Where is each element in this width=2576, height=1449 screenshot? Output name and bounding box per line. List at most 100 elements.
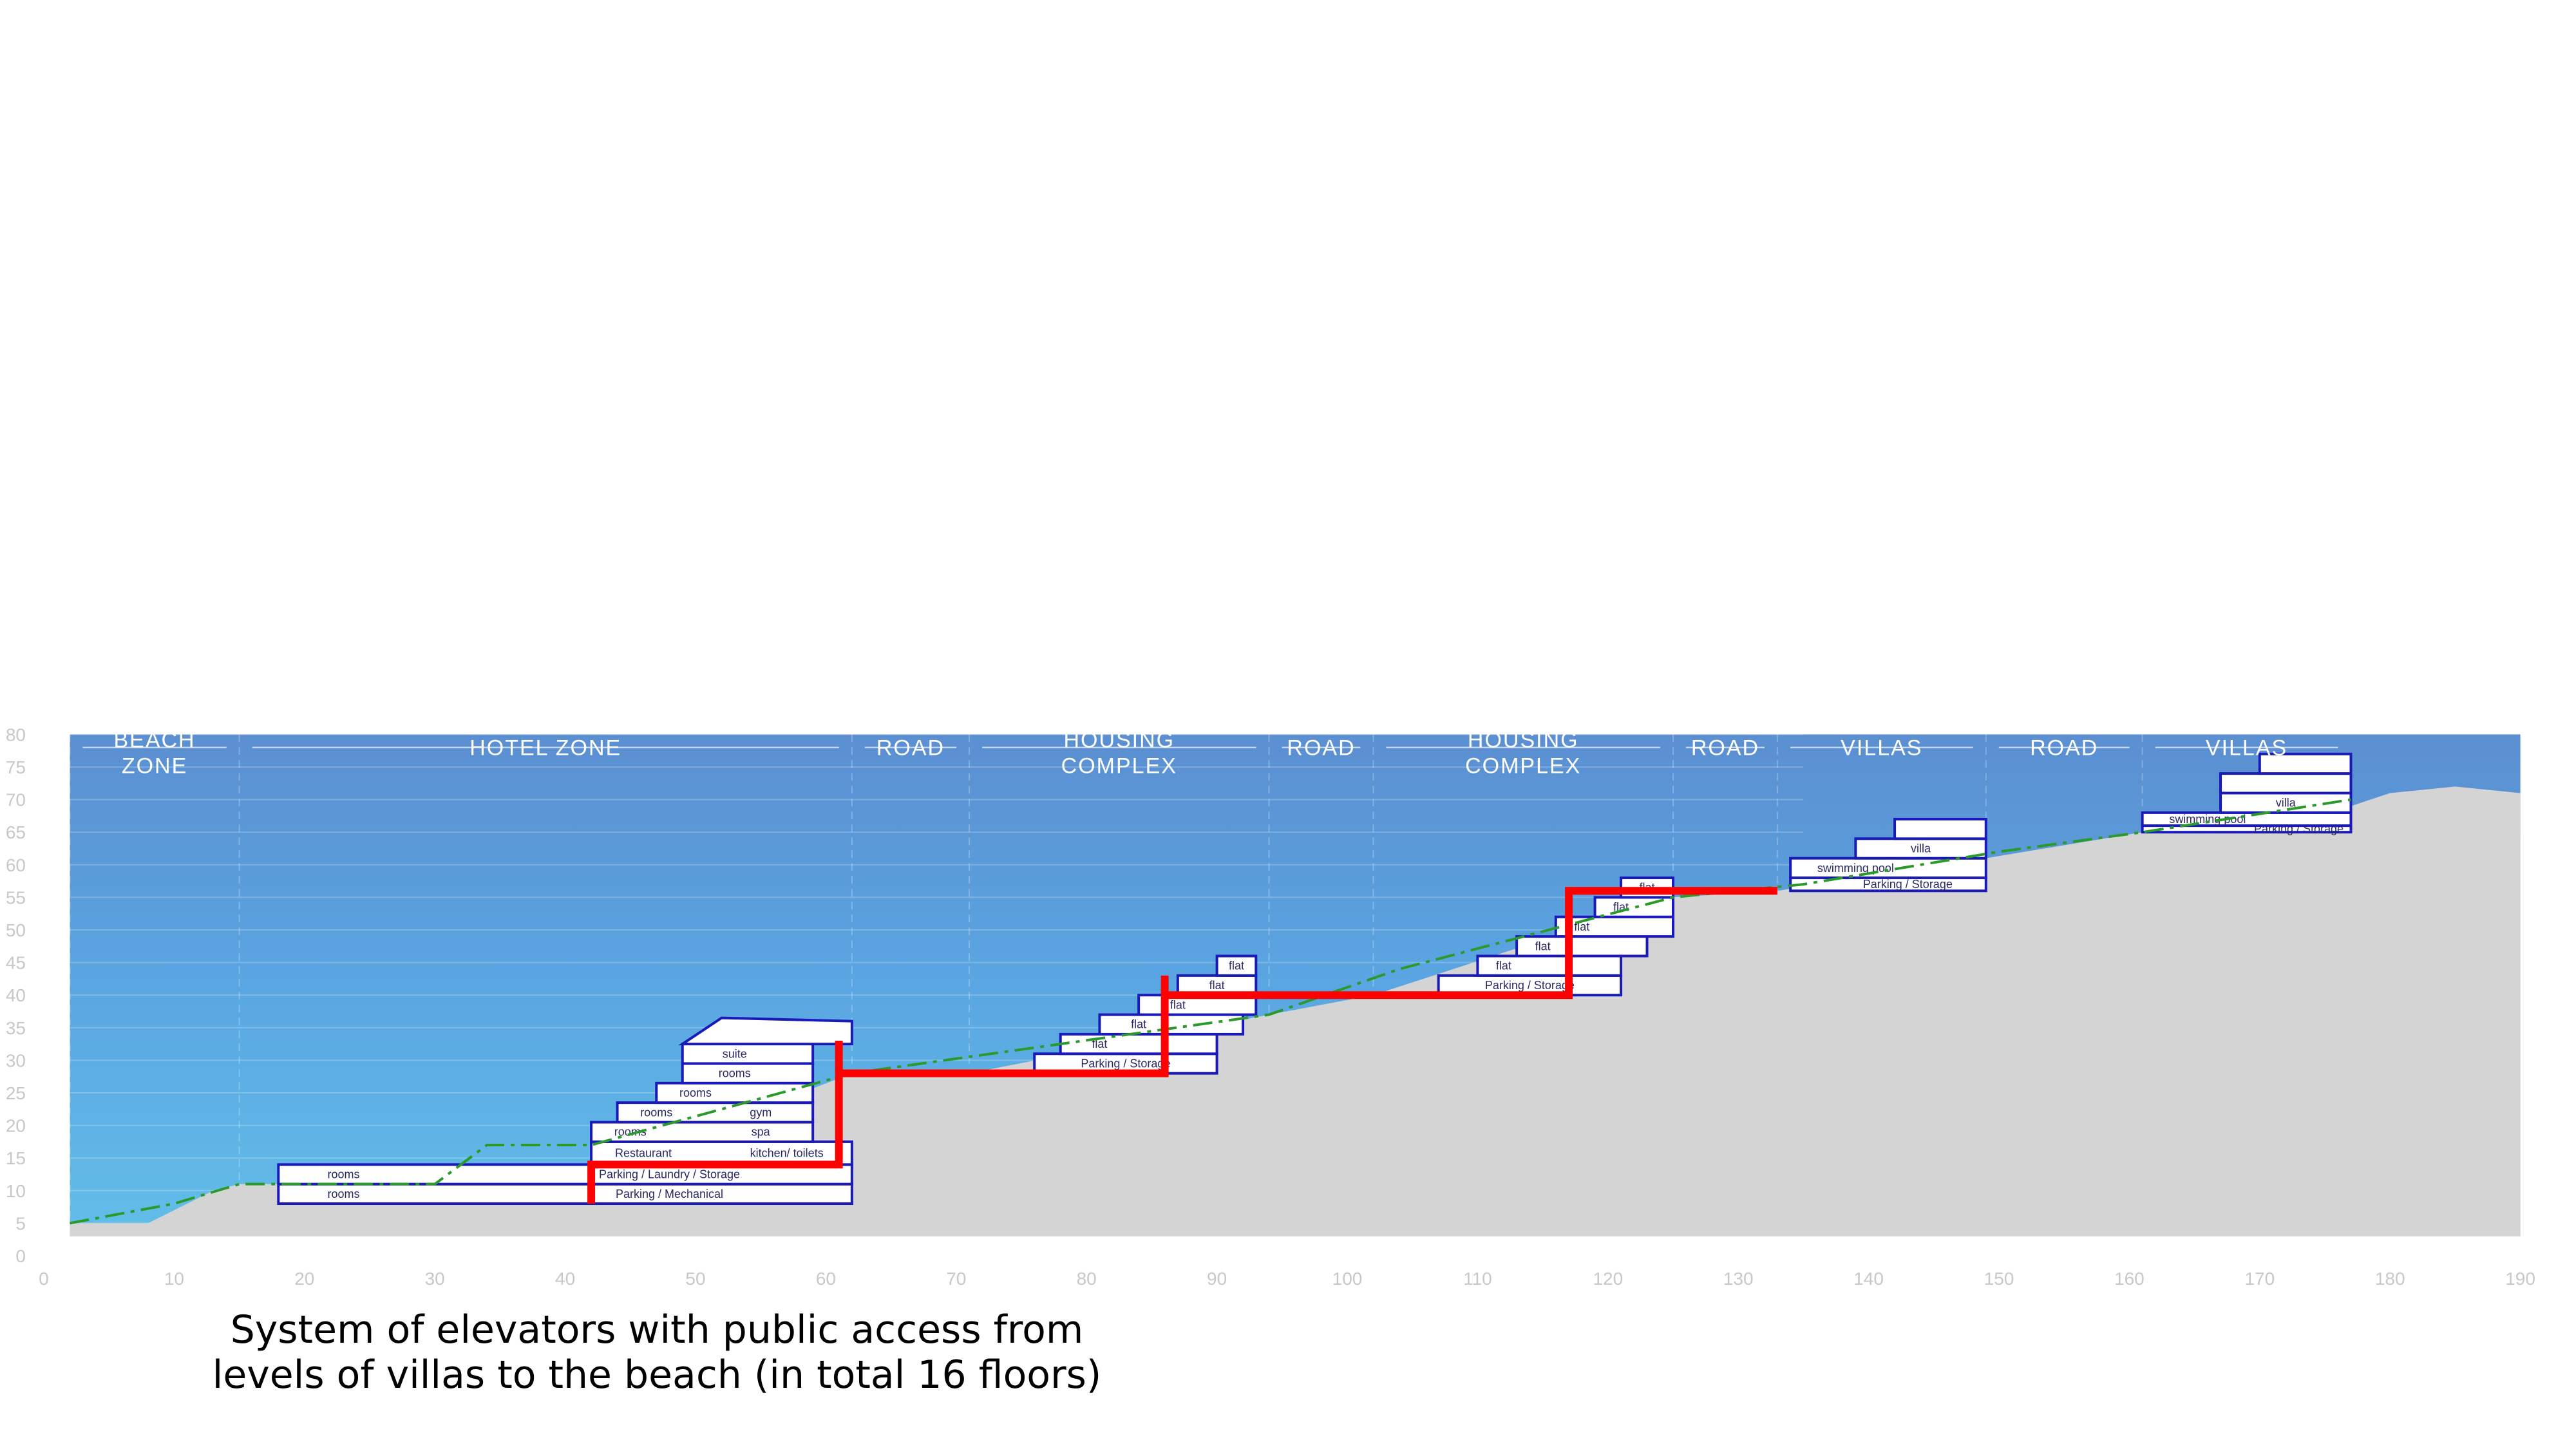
x-tick-40: 40: [555, 1269, 575, 1289]
y-tick-0: 0: [15, 1246, 26, 1266]
x-tick-100: 100: [1332, 1269, 1363, 1289]
x-tick-160: 160: [2114, 1269, 2145, 1289]
zone-label-housing1-0: HOUSING: [1063, 728, 1175, 753]
x-tick-130: 130: [1723, 1269, 1754, 1289]
hotel-room-label-2-1: kitchen/ toilets: [750, 1147, 824, 1160]
housing-complex-1-label-4: flat: [1209, 979, 1225, 992]
x-tick-20: 20: [294, 1269, 314, 1289]
hotel-room-label-6-0: rooms: [719, 1067, 751, 1080]
diagram-caption: System of elevators with public access f…: [174, 1307, 1140, 1397]
y-tick-45: 45: [6, 953, 26, 973]
x-tick-0: 0: [39, 1269, 49, 1289]
caption-line-1: System of elevators with public access f…: [230, 1307, 1084, 1352]
hotel-room-label-3-1: spa: [752, 1126, 771, 1139]
hotel-level-3: [590, 1121, 815, 1143]
zone-label-villas1-0: VILLAS: [1841, 736, 1922, 761]
y-tick-70: 70: [6, 790, 26, 810]
y-tick-25: 25: [6, 1083, 26, 1103]
x-tick-80: 80: [1077, 1269, 1097, 1289]
hotel-room-label-0-0: rooms: [328, 1188, 360, 1200]
hotel-level-0: [277, 1182, 853, 1206]
zone-label-road1-0: ROAD: [876, 736, 945, 761]
caption-line-2: levels of villas to the beach (in total …: [212, 1352, 1102, 1397]
elevator-system: [587, 887, 1777, 1204]
villa-block-2-label-2: villa: [2276, 797, 2297, 810]
zone-label-road3-0: ROAD: [1691, 736, 1759, 761]
hotel-room-label-4-0: rooms: [640, 1106, 672, 1119]
y-tick-55: 55: [6, 887, 26, 907]
x-tick-90: 90: [1207, 1269, 1227, 1289]
housing-complex-1-label-0: Parking / Storage: [1081, 1057, 1170, 1070]
axis-ticks: 0 10 20 30 40 50 60 70 80 90 100 110 120 130 140 150 160…: [6, 724, 2535, 1289]
housing-complex-2-level-1: [1476, 954, 1623, 977]
villa-block-1: Parking / Storage swimming pool villa: [1789, 817, 1987, 893]
x-tick-150: 150: [1984, 1269, 2014, 1289]
zone-label-beach-1: ZONE: [122, 754, 187, 779]
housing-complex-1-level-2: [1098, 1013, 1245, 1036]
housing-complex-1-label-5: flat: [1229, 960, 1244, 972]
x-tick-120: 120: [1593, 1269, 1623, 1289]
y-tick-35: 35: [6, 1018, 26, 1038]
y-tick-75: 75: [6, 757, 26, 777]
x-tick-110: 110: [1463, 1269, 1492, 1289]
hotel-level-7: [681, 1043, 815, 1065]
x-tick-60: 60: [816, 1269, 836, 1289]
x-tick-50: 50: [685, 1269, 705, 1289]
zone-label-road4-0: ROAD: [2030, 736, 2098, 761]
hotel-room-label-0-1: Parking / Mechanical: [616, 1188, 723, 1200]
villa-block-1-level-3: [1893, 817, 1987, 840]
villa-block-2-level-3: [2219, 772, 2353, 795]
x-tick-30: 30: [425, 1269, 445, 1289]
x-tick-180: 180: [2375, 1269, 2405, 1289]
x-tick-10: 10: [164, 1269, 184, 1289]
villa-block-1-label-2: villa: [1911, 842, 1931, 855]
hotel-room-label-1-1: Parking / Laundry / Storage: [599, 1168, 740, 1181]
y-tick-80: 80: [6, 724, 26, 744]
zone-label-road2-0: ROAD: [1287, 736, 1355, 761]
zone-label-housing2-1: COMPLEX: [1465, 754, 1581, 779]
housing-complex-1-label-3: flat: [1170, 998, 1186, 1011]
housing-complex-2-level-3: [1554, 915, 1675, 938]
villa-block-2-level-4: [2258, 752, 2353, 775]
y-tick-30: 30: [6, 1050, 26, 1070]
villa-block-2-label-1: swimming pool: [2169, 813, 2246, 826]
x-tick-170: 170: [2244, 1269, 2275, 1289]
y-tick-50: 50: [6, 920, 26, 940]
housing-complex-1-level-5: [1215, 954, 1258, 977]
x-tick-70: 70: [946, 1269, 966, 1289]
hotel-room-label-7-0: suite: [723, 1047, 747, 1060]
hotel-room-label-5-0: rooms: [679, 1086, 712, 1099]
housing-complex-2-label-2: flat: [1535, 940, 1551, 952]
housing-complex-1-label-2: flat: [1131, 1018, 1146, 1031]
housing-complex-2-label-1: flat: [1496, 960, 1511, 972]
hotel-room-label-2-0: Restaurant: [615, 1147, 672, 1160]
y-tick-60: 60: [6, 855, 26, 875]
y-tick-65: 65: [6, 822, 26, 842]
villa-block-1-label-0: Parking / Storage: [1863, 878, 1953, 891]
housing-complex-2-label-0: Parking / Storage: [1485, 979, 1575, 992]
hotel-room-label-1-0: rooms: [328, 1168, 360, 1181]
housing-complex-1-level-1: [1059, 1032, 1218, 1056]
hotel-roof: [678, 1016, 853, 1046]
x-tick-140: 140: [1853, 1269, 1884, 1289]
zone-label-housing2-0: HOUSING: [1468, 728, 1579, 753]
y-tick-40: 40: [6, 985, 26, 1005]
housing-complex-1-label-1: flat: [1092, 1037, 1107, 1050]
y-tick-15: 15: [6, 1148, 26, 1168]
public-access-path: [70, 798, 2351, 1225]
zone-label-hotel-0: HOTEL ZONE: [469, 736, 621, 761]
villa-block-1-level-1: [1789, 857, 1987, 880]
zone-label-beach-0: BEACH: [113, 728, 195, 753]
hotel-room-label-3-0: rooms: [614, 1126, 647, 1139]
hotel-room-label-4-1: gym: [750, 1106, 772, 1119]
y-tick-20: 20: [6, 1116, 26, 1136]
y-tick-5: 5: [15, 1213, 26, 1233]
y-tick-10: 10: [6, 1181, 26, 1201]
zone-label-housing1-1: COMPLEX: [1061, 754, 1177, 779]
zone-label-villas2-0: VILLAS: [2206, 736, 2287, 761]
terrain-ground: [70, 786, 2521, 1236]
